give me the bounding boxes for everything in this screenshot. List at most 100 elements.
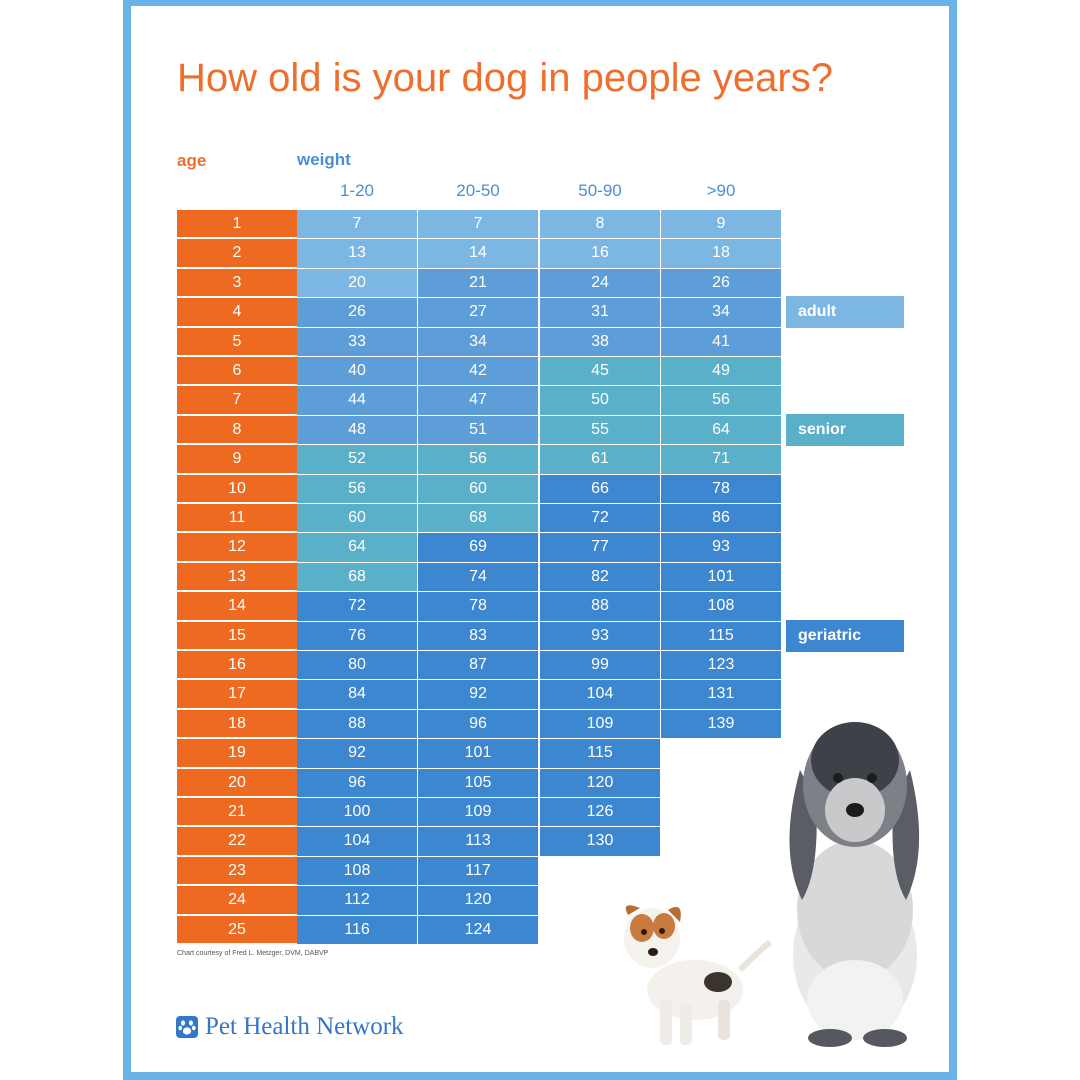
human-age-cell: 130 [540, 827, 660, 856]
spaniel-image [789, 722, 920, 1047]
human-age-cell: 105 [418, 768, 538, 797]
human-age-cell: 50 [540, 386, 660, 415]
human-age-cell: 112 [297, 886, 417, 915]
human-age-cell: 108 [661, 592, 781, 621]
human-age-cell: 24 [540, 268, 660, 298]
human-age-cell: 61 [540, 445, 660, 474]
human-age-cell: 8 [540, 210, 660, 239]
human-age-cell: 113 [418, 827, 538, 856]
stage-label-geriatric: geriatric [786, 619, 904, 652]
human-age-cell: 96 [418, 709, 538, 739]
paw-icon [176, 1016, 198, 1038]
human-age-cell: 82 [540, 562, 660, 592]
age-cell: 21 [177, 798, 297, 827]
human-age-cell: 115 [661, 621, 781, 650]
human-age-cell: 33 [297, 327, 417, 356]
age-cell: 5 [177, 327, 297, 356]
column-header-20-50: 20-50 [456, 181, 500, 200]
human-age-cell: 100 [297, 798, 417, 827]
human-age-cell: 76 [297, 621, 417, 650]
pet-health-network-logo: Pet Health Network [175, 1010, 404, 1044]
human-age-cell: 86 [661, 504, 781, 533]
human-age-cell: 131 [661, 680, 781, 709]
human-age-cell: 41 [661, 327, 781, 356]
column-header-1-20: 1-20 [339, 181, 375, 200]
human-age-cell: 68 [418, 504, 538, 533]
human-age-cell: 93 [661, 533, 781, 562]
human-age-cell: 26 [661, 268, 781, 298]
age-cell: 23 [177, 856, 297, 886]
column-header-over-90: >90 [706, 181, 736, 200]
age-cell: 16 [177, 651, 297, 680]
human-age-cell: 56 [418, 445, 538, 474]
human-age-cell: 49 [661, 357, 781, 386]
age-cell: 22 [177, 827, 297, 856]
human-age-cell: 78 [661, 474, 781, 503]
age-cell: 18 [177, 709, 297, 739]
human-age-cell: 88 [297, 709, 417, 739]
human-age-cell: 42 [418, 357, 538, 386]
human-age-cell: 7 [418, 210, 538, 239]
human-age-cell: 120 [540, 768, 660, 797]
human-age-cell: 13 [297, 239, 417, 268]
age-cell: 9 [177, 445, 297, 474]
human-age-cell: 31 [540, 298, 660, 327]
human-age-cell: 101 [661, 562, 781, 592]
human-age-cell: 96 [297, 768, 417, 797]
human-age-cell: 139 [661, 709, 781, 739]
human-age-cell: 117 [418, 856, 538, 886]
age-cell: 1 [177, 210, 297, 239]
human-age-cell: 9 [661, 210, 781, 239]
age-cell: 12 [177, 533, 297, 562]
human-age-cell: 116 [297, 915, 417, 944]
weight-axis-label: weight [297, 150, 351, 169]
age-cell: 14 [177, 592, 297, 621]
human-age-cell: 48 [297, 415, 417, 445]
human-age-cell: 38 [540, 327, 660, 356]
human-age-cell: 74 [418, 562, 538, 592]
human-age-cell: 93 [540, 621, 660, 650]
age-cell: 2 [177, 239, 297, 268]
page-title: How old is your dog in people years? [177, 56, 833, 100]
human-age-cell: 88 [540, 592, 660, 621]
age-cell: 4 [177, 298, 297, 327]
human-age-cell: 26 [297, 298, 417, 327]
human-age-cell: 14 [418, 239, 538, 268]
human-age-cell: 124 [418, 915, 538, 944]
stage-label-senior: senior [786, 413, 904, 446]
human-age-cell: 45 [540, 357, 660, 386]
human-age-cell: 60 [418, 474, 538, 503]
stage-label-adult: adult [786, 296, 904, 329]
human-age-cell: 69 [418, 533, 538, 562]
puppy-image [624, 905, 772, 1045]
logo-text: Pet Health Network [205, 1013, 404, 1040]
age-cell: 7 [177, 386, 297, 415]
human-age-cell: 71 [661, 445, 781, 474]
human-age-cell: 123 [661, 651, 781, 680]
human-age-cell: 47 [418, 386, 538, 415]
human-age-cell: 84 [297, 680, 417, 709]
human-age-cell: 40 [297, 357, 417, 386]
column-header-50-90: 50-90 [578, 181, 622, 200]
human-age-cell: 92 [418, 680, 538, 709]
human-age-cell: 51 [418, 415, 538, 445]
human-age-cell: 120 [418, 886, 538, 915]
human-age-cell: 77 [540, 533, 660, 562]
age-cell: 11 [177, 504, 297, 533]
human-age-cell: 44 [297, 386, 417, 415]
chart-credit: Chart courtesy of Fred L. Metzger, DVM, … [177, 950, 329, 957]
human-age-cell: 55 [540, 415, 660, 445]
human-age-cell: 34 [418, 327, 538, 356]
human-age-cell: 20 [297, 268, 417, 298]
human-age-cell: 78 [418, 592, 538, 621]
human-age-cell: 60 [297, 504, 417, 533]
human-age-cell: 104 [297, 827, 417, 856]
age-cell: 25 [177, 915, 297, 944]
age-cell: 10 [177, 474, 297, 503]
human-age-cell: 27 [418, 298, 538, 327]
age-cell: 20 [177, 768, 297, 797]
human-age-cell: 72 [540, 504, 660, 533]
human-age-cell: 64 [661, 415, 781, 445]
human-age-cell: 104 [540, 680, 660, 709]
human-age-cell: 64 [297, 533, 417, 562]
